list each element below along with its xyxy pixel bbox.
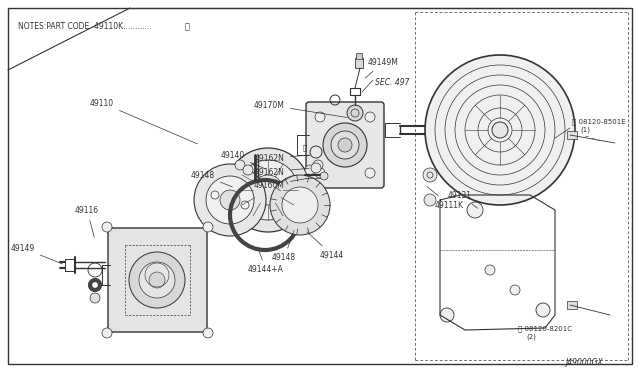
Text: 49110: 49110 bbox=[90, 99, 198, 144]
Text: J49000GX: J49000GX bbox=[565, 358, 603, 367]
Circle shape bbox=[331, 131, 359, 159]
Circle shape bbox=[370, 125, 380, 135]
Circle shape bbox=[305, 165, 315, 175]
Circle shape bbox=[485, 265, 495, 275]
Circle shape bbox=[365, 112, 375, 122]
Circle shape bbox=[536, 303, 550, 317]
Text: SEC. 497: SEC. 497 bbox=[375, 78, 410, 87]
Text: 49111K: 49111K bbox=[427, 187, 464, 209]
Text: 49116: 49116 bbox=[75, 205, 99, 237]
Text: Ⓐ: Ⓐ bbox=[303, 145, 307, 151]
Text: 49160M: 49160M bbox=[254, 179, 307, 189]
Circle shape bbox=[425, 55, 575, 205]
Circle shape bbox=[424, 194, 436, 206]
Text: Ⓑ 08120-8201C: Ⓑ 08120-8201C bbox=[518, 325, 572, 331]
Text: 49149M: 49149M bbox=[365, 58, 399, 78]
Text: 49148: 49148 bbox=[191, 170, 232, 187]
Circle shape bbox=[211, 191, 219, 199]
Circle shape bbox=[226, 148, 310, 232]
Bar bbox=[356, 53, 362, 59]
Circle shape bbox=[203, 328, 213, 338]
Circle shape bbox=[235, 160, 245, 170]
Bar bbox=[355, 58, 363, 68]
Circle shape bbox=[423, 168, 437, 182]
Circle shape bbox=[149, 272, 165, 288]
Circle shape bbox=[129, 252, 185, 308]
Text: 49162N: 49162N bbox=[255, 167, 309, 176]
Circle shape bbox=[139, 262, 175, 298]
Text: (2): (2) bbox=[526, 333, 536, 340]
Text: 49144: 49144 bbox=[307, 232, 344, 260]
Circle shape bbox=[203, 222, 213, 232]
Text: 49121: 49121 bbox=[448, 190, 478, 208]
Circle shape bbox=[365, 168, 375, 178]
Circle shape bbox=[320, 172, 328, 180]
Text: 49149: 49149 bbox=[11, 244, 63, 264]
Circle shape bbox=[243, 165, 253, 175]
Circle shape bbox=[194, 164, 266, 236]
Circle shape bbox=[220, 190, 240, 210]
Circle shape bbox=[270, 175, 330, 235]
Circle shape bbox=[315, 168, 325, 178]
Circle shape bbox=[90, 293, 100, 303]
Circle shape bbox=[440, 308, 454, 322]
Circle shape bbox=[206, 176, 254, 224]
Text: Ⓐ: Ⓐ bbox=[185, 22, 190, 31]
Text: Ⓑ 08120-8501E: Ⓑ 08120-8501E bbox=[572, 118, 626, 125]
Circle shape bbox=[323, 123, 367, 167]
Circle shape bbox=[510, 285, 520, 295]
Circle shape bbox=[102, 328, 112, 338]
Circle shape bbox=[492, 122, 508, 138]
Circle shape bbox=[467, 202, 483, 218]
Circle shape bbox=[241, 201, 249, 209]
Circle shape bbox=[253, 175, 283, 205]
Text: (1): (1) bbox=[580, 126, 590, 132]
FancyBboxPatch shape bbox=[108, 228, 207, 332]
Text: 49162N: 49162N bbox=[255, 154, 309, 163]
Bar bbox=[567, 301, 577, 309]
Text: 49170M: 49170M bbox=[254, 100, 348, 118]
Circle shape bbox=[338, 138, 352, 152]
FancyBboxPatch shape bbox=[306, 102, 384, 188]
Circle shape bbox=[315, 112, 325, 122]
Circle shape bbox=[238, 160, 298, 220]
Bar bbox=[567, 131, 577, 139]
Circle shape bbox=[102, 222, 112, 232]
Text: 49148: 49148 bbox=[272, 231, 296, 263]
Text: NOTES:PART CODE  49110K............: NOTES:PART CODE 49110K............ bbox=[18, 22, 152, 31]
Circle shape bbox=[313, 160, 323, 170]
Text: 49144+A: 49144+A bbox=[248, 251, 284, 275]
Circle shape bbox=[347, 105, 363, 121]
Text: 49140: 49140 bbox=[221, 151, 266, 169]
Circle shape bbox=[282, 187, 318, 223]
Circle shape bbox=[311, 163, 321, 173]
